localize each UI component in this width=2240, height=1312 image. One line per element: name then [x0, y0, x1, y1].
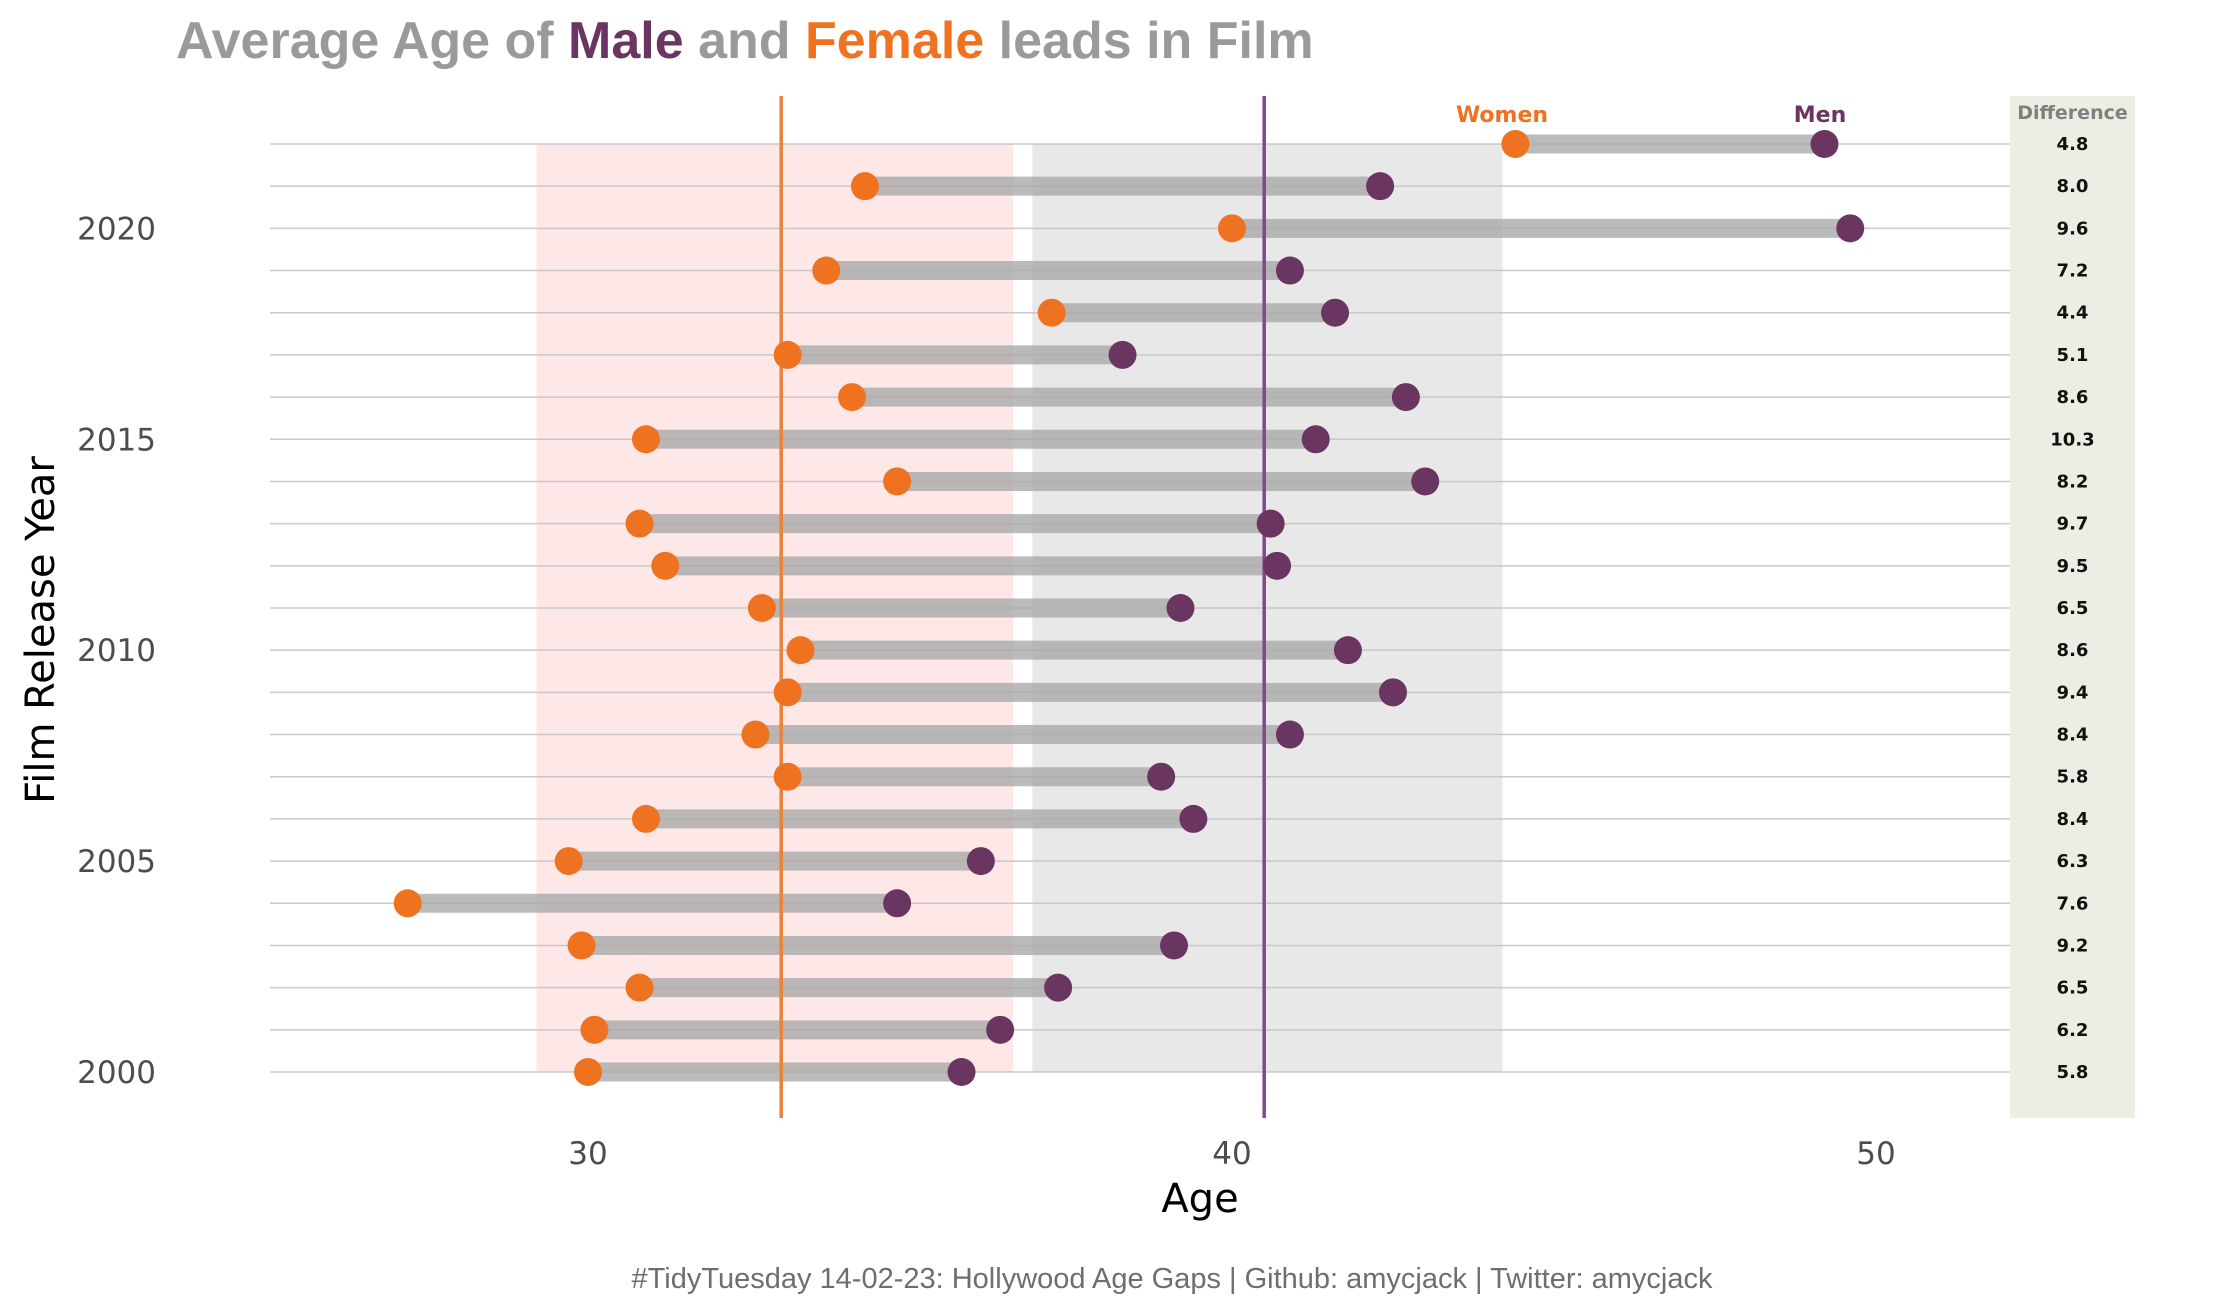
women-point: [651, 551, 680, 580]
men-point: [1379, 678, 1407, 707]
women-point: [812, 256, 841, 285]
women-point: [631, 804, 660, 833]
men-point: [966, 847, 995, 876]
women-point: [773, 340, 802, 369]
women-point: [838, 383, 867, 412]
women-point: [747, 594, 776, 622]
women-point: [883, 467, 912, 496]
men-point: [1044, 973, 1073, 1002]
difference-value: 5.8: [2057, 767, 2089, 788]
difference-value: 9.6: [2057, 218, 2089, 239]
women-point: [574, 1058, 602, 1086]
title-male: Male: [568, 12, 684, 70]
x-axis-title: Age: [1161, 1176, 1238, 1222]
legend-women-label: Women: [1456, 103, 1548, 128]
difference-value: 8.6: [2057, 387, 2089, 408]
y-axis-title: Film Release Year: [18, 456, 64, 804]
difference-value: 9.4: [2057, 682, 2089, 703]
men-point: [1160, 931, 1189, 960]
x-tick-label: 40: [1212, 1136, 1251, 1172]
men-point: [1366, 172, 1395, 201]
men-point: [986, 1015, 1015, 1044]
difference-value: 5.8: [2057, 1062, 2089, 1083]
difference-value: 6.2: [2057, 1020, 2089, 1041]
difference-value: 7.6: [2057, 893, 2089, 914]
men-point: [1810, 130, 1839, 158]
men-point: [1301, 425, 1330, 454]
title-female: Female: [805, 12, 984, 70]
women-point: [625, 509, 654, 538]
women-point: [773, 762, 802, 791]
dumbbell-segments: [407, 134, 1851, 1082]
men-point: [883, 889, 912, 918]
y-tick-label: 2005: [77, 844, 156, 880]
x-tick-label: 50: [1856, 1136, 1895, 1172]
y-tick-label: 2020: [77, 211, 156, 247]
title-part-3: leads in Film: [984, 12, 1313, 70]
y-tick-label: 2000: [77, 1055, 156, 1091]
mean-lines: [779, 96, 1266, 1118]
men-point: [1411, 467, 1440, 496]
women-point: [1218, 214, 1246, 243]
women-point: [1037, 298, 1066, 327]
men-point: [1321, 298, 1350, 327]
women-point: [773, 678, 802, 707]
difference-panel: Difference: [2010, 96, 2135, 1118]
chart-caption: #TidyTuesday 14-02-23: Hollywood Age Gap…: [631, 1263, 1713, 1295]
difference-value: 7.2: [2057, 261, 2089, 282]
difference-value: 9.2: [2057, 935, 2089, 956]
men-point: [1391, 383, 1420, 412]
y-tick-label: 2010: [77, 633, 156, 669]
men-point: [1333, 636, 1362, 665]
x-tick-label: 30: [568, 1136, 607, 1172]
legend-men-label: Men: [1794, 103, 1846, 128]
difference-values: 5.8 6.2 6.5 9.2 7.6 6.3 8.4 5.8 8.4 9.4 8.6 6.5 9.5 9…: [2050, 134, 2094, 1083]
men-point: [1275, 256, 1304, 285]
women-point: [567, 931, 596, 960]
men-point: [947, 1058, 976, 1086]
title-part-2: and: [684, 12, 805, 70]
women-point: [741, 720, 770, 749]
difference-value: 6.5: [2057, 598, 2089, 619]
difference-value: 9.7: [2057, 514, 2089, 535]
men-point: [1166, 594, 1195, 622]
women-point: [393, 889, 422, 918]
women-point: [631, 425, 660, 454]
men-point: [1836, 214, 1865, 243]
difference-value: 8.2: [2057, 471, 2089, 492]
women-point: [786, 636, 815, 665]
men-point: [1108, 340, 1137, 369]
difference-value: 4.8: [2057, 134, 2089, 155]
difference-value: 6.3: [2057, 851, 2089, 872]
chart-title: Average Age of Male and Female leads in …: [176, 12, 1314, 70]
difference-value: 8.6: [2057, 640, 2089, 661]
men-point: [1147, 762, 1176, 791]
difference-value: 4.4: [2057, 303, 2089, 324]
axis-ticks: 30 40 50 2000 2005 2010 2015 2020: [77, 211, 1896, 1172]
women-point: [580, 1015, 609, 1044]
difference-value: 5.1: [2057, 345, 2089, 366]
men-point: [1256, 509, 1285, 538]
women-point: [554, 847, 583, 876]
women-point: [1501, 130, 1530, 158]
men-point: [1179, 804, 1208, 833]
difference-value: 8.4: [2057, 809, 2089, 830]
title-part-1: Average Age of: [176, 12, 568, 70]
men-point: [1275, 720, 1304, 749]
dumbbell-points: [393, 130, 1865, 1086]
difference-value: 8.4: [2057, 725, 2089, 746]
women-point: [625, 973, 654, 1002]
difference-panel-bg: [2010, 96, 2135, 1118]
women-point: [850, 172, 879, 201]
difference-value: 8.0: [2057, 176, 2089, 197]
difference-value: 6.5: [2057, 978, 2089, 999]
y-tick-label: 2015: [77, 422, 156, 458]
men-point: [1263, 551, 1292, 580]
difference-header: Difference: [2017, 102, 2128, 124]
difference-value: 9.5: [2057, 556, 2089, 577]
difference-value: 10.3: [2050, 429, 2094, 450]
